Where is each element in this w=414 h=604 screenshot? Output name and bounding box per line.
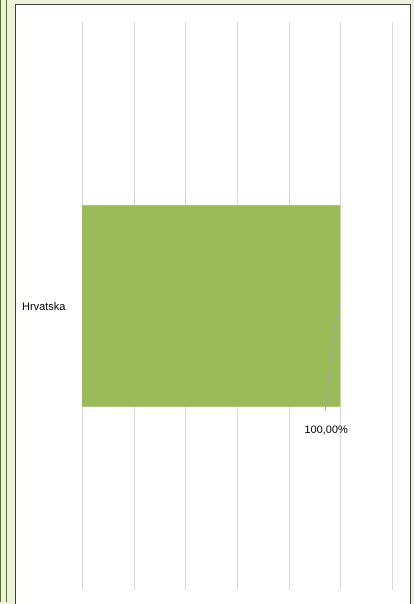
window-left-edge: [0, 0, 7, 602]
labels: Hrvatska 100,00%: [22, 300, 348, 436]
data-label: 100,00%: [304, 424, 348, 436]
data-label-leader-line: [324, 300, 340, 411]
bars: [82, 205, 341, 407]
bar-hrvatska: [82, 205, 341, 407]
category-label: Hrvatska: [22, 301, 66, 313]
